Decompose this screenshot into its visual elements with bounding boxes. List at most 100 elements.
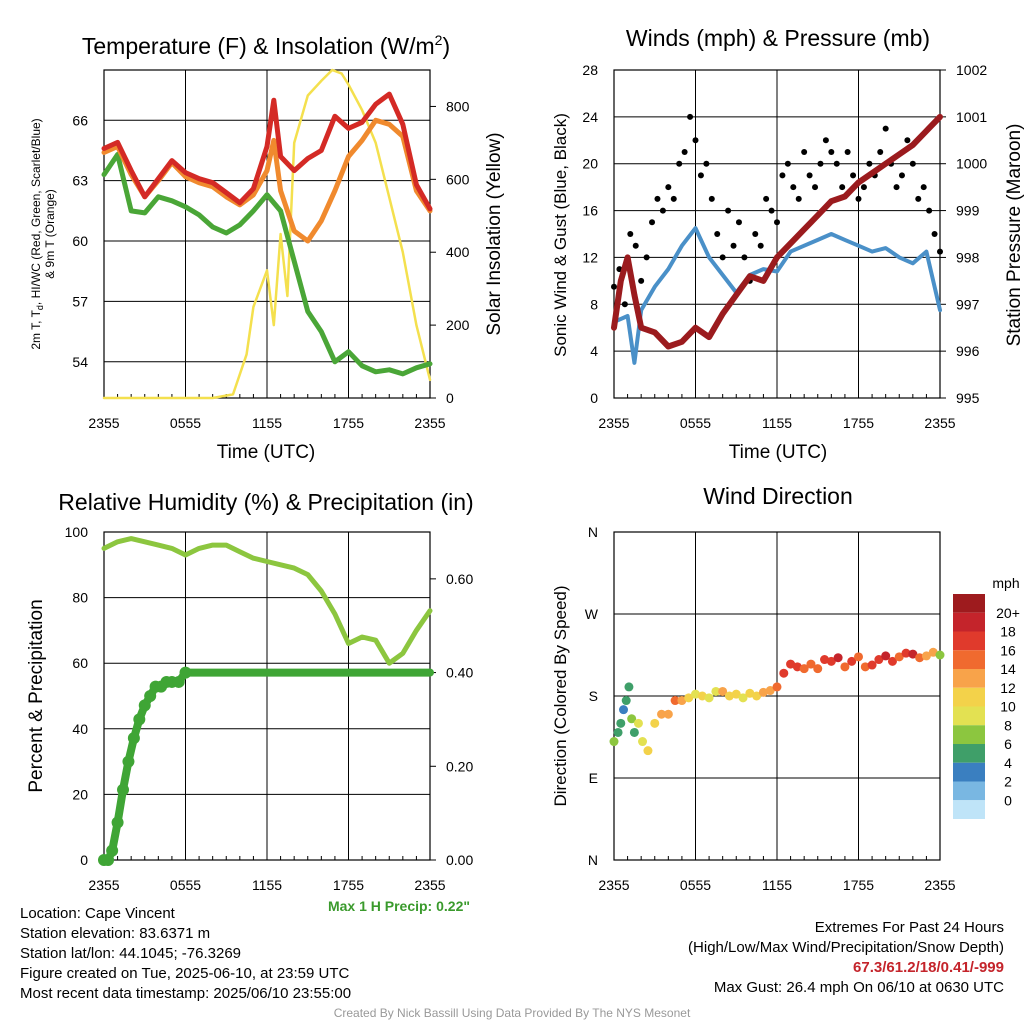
y2-tick-label: 0.20	[446, 758, 473, 774]
gust-point	[714, 231, 721, 237]
precipitation-point	[138, 699, 151, 712]
station-info: Location: Cape Vincent Station elevation…	[20, 904, 351, 1004]
temperature-panel-title: Temperature (F) & Insolation (W/m2)	[82, 32, 450, 59]
temperature-series-line	[101, 152, 433, 377]
rh-panel-title: Relative Humidity (%) & Precipitation (i…	[58, 489, 473, 515]
y-tick-label: 63	[72, 173, 88, 189]
gust-point	[844, 149, 851, 155]
gust-point	[801, 149, 808, 155]
wind-y2-label: Station Pressure (Maroon)	[1004, 124, 1024, 347]
y2-tick-label: 0.60	[446, 571, 473, 587]
direction-point	[629, 727, 639, 737]
y-tick-label: S	[589, 688, 598, 704]
direction-point	[806, 659, 816, 669]
direction-point	[704, 693, 714, 703]
gust-point	[937, 248, 943, 255]
extremes-values: 67.3/61.2/18/0.41/-999	[853, 959, 1004, 976]
colorbar-swatch	[953, 744, 985, 763]
temperature-plot-area: 2355 0555 1155 1755 2355 54 57 60 63 66 0 200 400 600…	[72, 68, 470, 431]
y-tick-label: 0	[590, 390, 598, 406]
y-tick-label: 60	[72, 233, 88, 249]
gust-point	[784, 160, 791, 167]
gust-point	[806, 172, 813, 179]
direction-point	[643, 746, 653, 756]
direction-point	[874, 655, 884, 665]
gust-point	[643, 254, 650, 261]
colorbar-label: 6	[1004, 736, 1012, 752]
precipitation-point	[179, 666, 192, 679]
gust-point	[882, 125, 889, 132]
colorbar-swatch	[953, 631, 985, 651]
x-tick-label: 1155	[762, 415, 792, 431]
direction-point	[833, 653, 843, 663]
direction-point	[928, 647, 938, 657]
gust-point	[822, 137, 829, 144]
gust-point	[735, 219, 742, 226]
temperature-y2-label: Solar Insolation (Yellow)	[484, 132, 505, 335]
colorbar-swatch	[953, 706, 985, 726]
direction-point	[745, 688, 755, 698]
gust-point	[692, 137, 699, 144]
gust-point	[909, 160, 916, 167]
x-tick-label: 2355	[88, 415, 119, 431]
gust-point	[725, 207, 732, 214]
direction-point	[697, 691, 707, 701]
y2-tick-label: 995	[956, 390, 980, 406]
direction-point	[613, 727, 623, 737]
x-tick-label: 2355	[414, 415, 445, 431]
y-tick-label: N	[588, 524, 598, 540]
gust-point	[839, 184, 846, 191]
direction-point	[840, 662, 850, 672]
direction-point	[847, 656, 857, 666]
gust-point	[703, 160, 710, 167]
direction-point	[670, 696, 680, 706]
gust-point	[730, 242, 737, 249]
svg-text:& 9m T (Orange): & 9m T (Orange)	[43, 189, 57, 279]
y-tick-label: 24	[582, 109, 598, 125]
direction-point	[657, 709, 667, 719]
direction-point	[915, 653, 925, 663]
y-tick-label: 60	[72, 655, 88, 671]
direction-point	[738, 693, 748, 703]
y-tick-label: 40	[72, 721, 88, 737]
gust-point	[817, 160, 824, 167]
y-tick-label: 28	[582, 62, 598, 78]
gust-point	[621, 301, 628, 308]
gust-point	[860, 184, 867, 191]
y2-tick-label: 0.40	[446, 665, 473, 681]
temperature-y-label: 2m T, Td, HI/WC (Red, Green, Scarlet/Blu…	[29, 118, 57, 349]
x-tick-label: 1155	[252, 877, 282, 893]
direction-point	[867, 660, 877, 670]
precipitation-point	[172, 675, 185, 688]
gust-point	[915, 195, 922, 202]
direction-point	[813, 664, 823, 674]
gust-point	[659, 207, 666, 214]
gust-point	[632, 242, 639, 249]
direction-point	[887, 656, 897, 666]
direction-point	[650, 718, 660, 728]
y2-tick-label: 400	[446, 244, 470, 260]
x-tick-label: 0555	[170, 877, 201, 893]
x-tick-label: 1155	[252, 415, 282, 431]
x-tick-label: 1755	[333, 415, 364, 431]
y2-tick-label: 1001	[956, 109, 987, 125]
x-tick-label: 2355	[924, 415, 955, 431]
direction-point	[786, 659, 796, 669]
colorbar-label: 20+	[996, 605, 1020, 621]
temperature-x-label: Time (UTC)	[217, 442, 316, 463]
y2-tick-label: 998	[956, 249, 980, 265]
colorbar-label: 10	[1000, 699, 1016, 715]
gust-point	[926, 207, 933, 214]
colorbar-label: 14	[1000, 661, 1016, 677]
wind-x-label: Time (UTC)	[729, 442, 828, 463]
direction-point	[881, 651, 891, 661]
colorbar-swatch	[953, 725, 985, 744]
colorbar-swatch	[953, 669, 985, 688]
direction-point	[718, 686, 728, 696]
station-latlon: Station lat/lon: 44.1045; -76.3269	[20, 945, 242, 962]
gust-point	[697, 172, 704, 179]
direction-point	[894, 652, 904, 662]
gust-point	[779, 172, 786, 179]
precipitation-point	[102, 854, 115, 866]
colorbar-swatch	[953, 594, 985, 613]
